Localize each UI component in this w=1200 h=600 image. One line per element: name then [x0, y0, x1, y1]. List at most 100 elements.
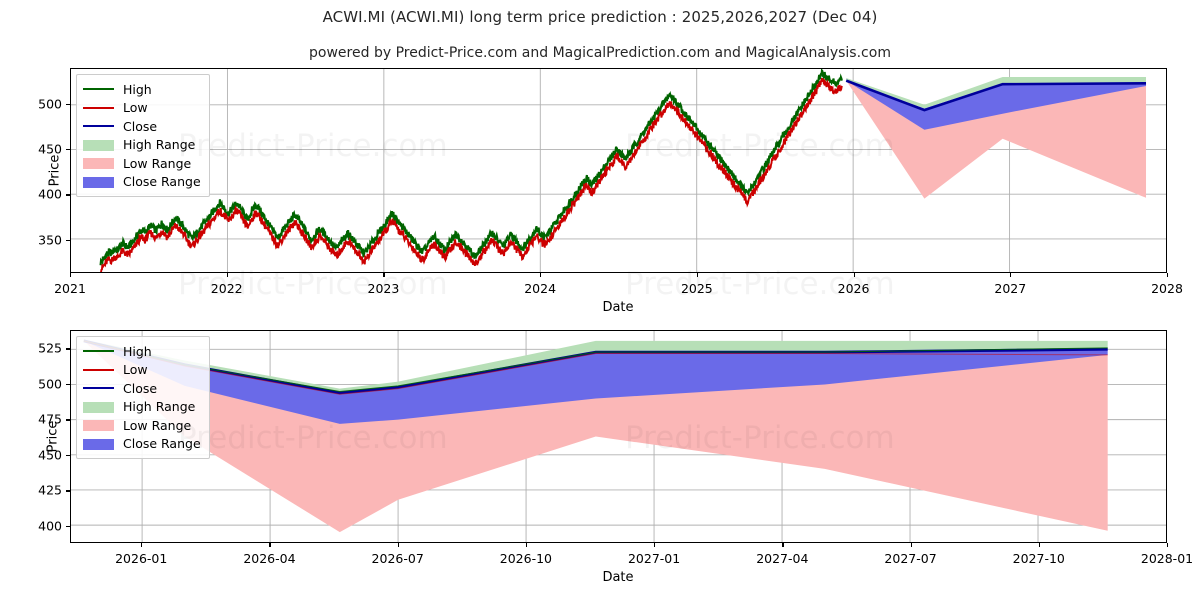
- x-tick: 2026-10: [499, 551, 552, 566]
- x-tickmark: [269, 543, 271, 547]
- legend-label: Low: [123, 100, 148, 116]
- x-tick: 2028: [1151, 281, 1183, 296]
- x-tick: 2027-07: [884, 551, 937, 566]
- legend-item: High Range: [83, 398, 201, 417]
- legend-bottom: High Low Close High Range Low Range Close Ran…: [76, 336, 210, 459]
- x-tickmark: [525, 543, 528, 547]
- y-tick: 500: [38, 376, 62, 392]
- legend-swatch-high-range: [83, 401, 114, 413]
- legend-label: Close: [123, 118, 158, 134]
- overview-plot-area: [70, 68, 1167, 273]
- y-tick: 400: [38, 518, 62, 534]
- x-tickmark: [696, 273, 699, 277]
- overview-plot-svg: [71, 69, 1166, 272]
- legend-swatch-low-range: [83, 420, 114, 432]
- x-tick: 2022: [210, 281, 243, 296]
- chart-subtitle: powered by Predict-Price.com and Magical…: [309, 45, 891, 61]
- x-tickmark: [1038, 543, 1040, 547]
- x-tickmark: [654, 543, 656, 547]
- legend-swatch-low-range: [83, 158, 114, 170]
- chart-title: ACWI.MI (ACWI.MI) long term price predic…: [322, 8, 878, 26]
- x-tickmark: [1167, 543, 1169, 547]
- legend-item: Low Range: [83, 416, 201, 435]
- legend-label: Low: [123, 362, 148, 378]
- legend-label: Close Range: [123, 174, 201, 190]
- x-axis-label-bottom: Date: [602, 570, 634, 585]
- y-tickmark: [66, 348, 70, 350]
- y-tickmark: [66, 104, 70, 106]
- legend-item: Low: [83, 361, 201, 380]
- y-tick: 525: [38, 340, 62, 356]
- x-tick: 2027: [994, 281, 1027, 296]
- legend-label: Close Range: [123, 436, 201, 452]
- legend-swatch-low: [83, 364, 114, 376]
- legend-label: High: [123, 343, 152, 359]
- legend-item: Close Range: [83, 435, 201, 454]
- x-tick: 2026: [837, 281, 870, 296]
- y-tick: 450: [38, 447, 62, 463]
- legend-label: High Range: [123, 137, 196, 153]
- legend-swatch-high-range: [83, 139, 114, 151]
- legend-swatch-close-range: [83, 438, 114, 450]
- x-tick: 2026-01: [115, 551, 168, 566]
- legend-item: Close: [83, 117, 201, 136]
- x-tickmark: [226, 273, 228, 277]
- legend-swatch-close: [83, 120, 114, 132]
- x-tick: 2027-10: [1012, 551, 1065, 566]
- y-tickmark: [66, 490, 70, 492]
- x-tickmark: [397, 543, 399, 547]
- legend-item: Low Range: [83, 154, 201, 173]
- y-tickmark: [66, 383, 70, 386]
- legend-swatch-high: [83, 345, 114, 357]
- y-tickmark: [66, 194, 70, 196]
- y-tickmark: [66, 149, 70, 151]
- legend-item: High Range: [83, 136, 201, 155]
- y-tick: 400: [38, 186, 62, 202]
- x-tickmark: [70, 273, 72, 277]
- y-tick: 350: [38, 232, 62, 248]
- legend-swatch-close: [83, 382, 114, 394]
- y-tick: 450: [38, 141, 62, 157]
- legend-swatch-high: [83, 83, 114, 95]
- y-axis-label-top: Price: [47, 154, 63, 187]
- x-axis-label-top: Date: [602, 300, 634, 315]
- legend-top: High Low Close High Range Low Range Close Ran…: [76, 74, 210, 197]
- x-tickmark: [383, 273, 385, 277]
- y-tick: 425: [38, 482, 62, 498]
- x-tick: 2027-04: [756, 551, 809, 566]
- legend-swatch-low: [83, 102, 114, 114]
- legend-label: Low Range: [123, 417, 192, 433]
- y-tickmark: [66, 419, 70, 421]
- x-tickmark: [782, 543, 784, 547]
- legend-item: Close Range: [83, 173, 201, 192]
- x-tickmark: [540, 273, 542, 277]
- x-tickmark: [141, 543, 143, 547]
- legend-label: High Range: [123, 399, 196, 415]
- x-tick: 2025: [680, 281, 713, 296]
- x-tick: 2023: [367, 281, 400, 296]
- legend-item: Close: [83, 379, 201, 398]
- x-tickmark: [1010, 273, 1012, 277]
- y-tick: 500: [38, 96, 62, 112]
- x-tick: 2026-07: [371, 551, 424, 566]
- x-tick: 2021: [54, 281, 86, 296]
- y-tickmark: [66, 239, 70, 241]
- y-tickmark: [66, 525, 70, 528]
- x-tickmark: [853, 273, 855, 277]
- x-tick: 2024: [524, 281, 557, 296]
- x-tick: 2026-04: [243, 551, 296, 566]
- legend-label: High: [123, 81, 152, 97]
- x-tickmark: [1167, 273, 1169, 277]
- legend-item: Low: [83, 99, 201, 118]
- x-tickmark: [910, 543, 912, 547]
- x-tick: 2027-01: [627, 551, 681, 566]
- forecast-plot-svg: [71, 331, 1166, 542]
- legend-item: High: [83, 342, 201, 361]
- legend-item: High: [83, 80, 201, 99]
- y-tick: 475: [38, 411, 62, 427]
- legend-label: Low Range: [123, 155, 192, 171]
- legend-label: Close: [123, 380, 158, 396]
- legend-swatch-close-range: [83, 176, 114, 188]
- y-tickmark: [66, 454, 70, 457]
